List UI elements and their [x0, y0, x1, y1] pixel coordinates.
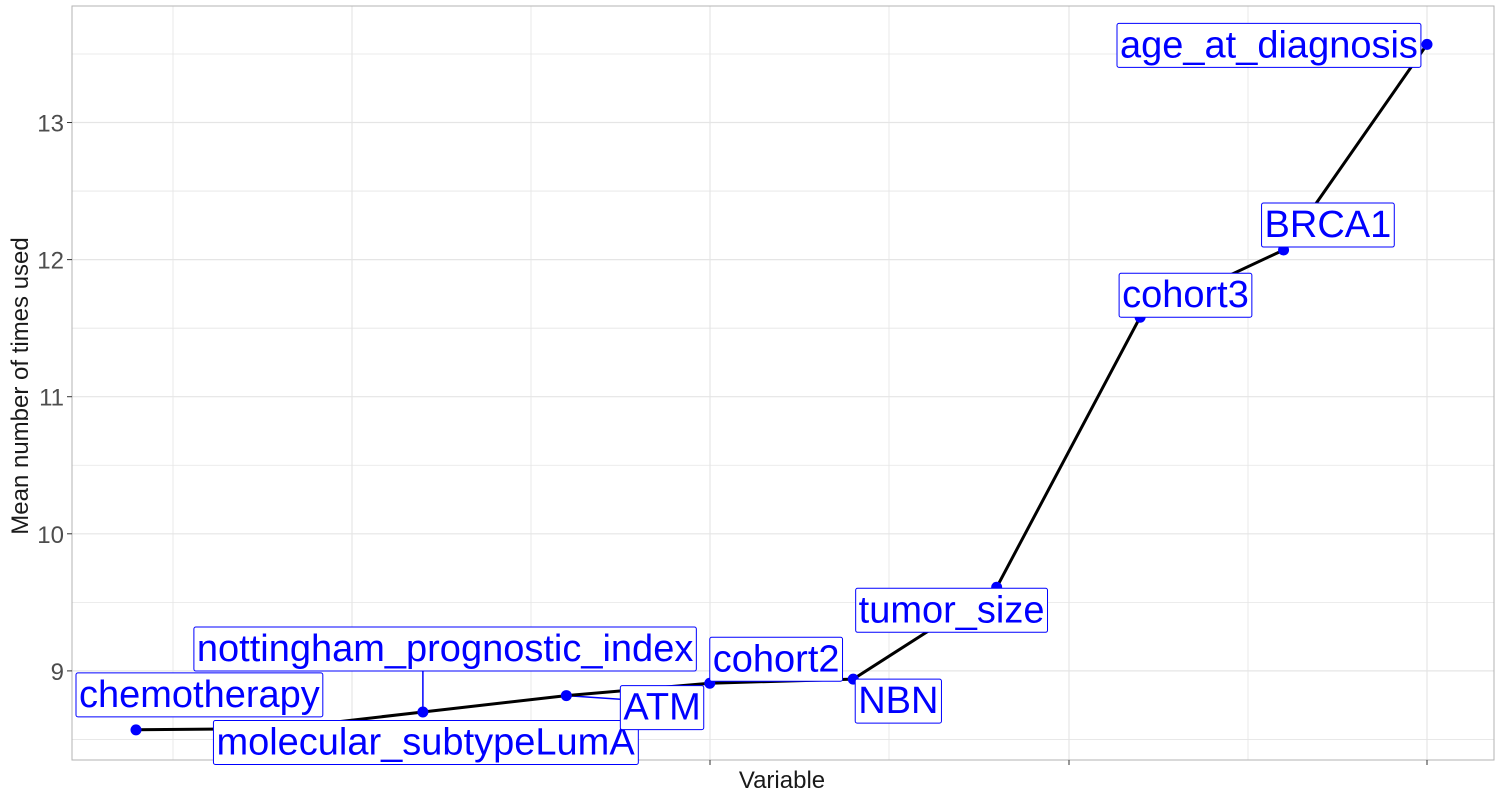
label-text: molecular_subtypeLumA: [216, 722, 635, 764]
y-tick-label: 11: [39, 385, 64, 412]
data-point: [130, 724, 142, 736]
label-box: [854, 678, 942, 724]
label-text: tumor_size: [859, 589, 1045, 631]
data-point: [560, 690, 572, 702]
label-box: [193, 626, 697, 672]
y-tick-label: 10: [37, 522, 64, 549]
point-labels: chemotherapy molecular_subtypeLumA notting…: [75, 22, 1422, 766]
point-label: molecular_subtypeLumA: [212, 720, 639, 766]
data-point: [1421, 38, 1433, 50]
panel-border: [71, 5, 1495, 761]
y-axis: 9 10 11 12 13: [37, 111, 72, 686]
label-box: [1116, 22, 1422, 68]
label-text: chemotherapy: [79, 674, 320, 716]
label-text: NBN: [858, 680, 938, 722]
label-text: age_at_diagnosis: [1120, 24, 1418, 66]
y-tick-label: 9: [51, 659, 64, 686]
minor-gridlines: [72, 6, 1494, 760]
label-box: [619, 685, 705, 731]
y-axis-title: Mean number of times used: [7, 237, 34, 534]
point-label: nottingham_prognostic_index: [193, 626, 697, 672]
label-box: [1118, 272, 1253, 318]
point-label: ATM: [619, 685, 705, 731]
label-box: [212, 720, 639, 766]
label-text: cohort3: [1122, 274, 1249, 316]
label-text: BRCA1: [1265, 204, 1392, 246]
point-label: BRCA1: [1261, 202, 1395, 248]
label-box: [1261, 202, 1395, 248]
label-text: cohort2: [713, 638, 840, 680]
point-label: cohort3: [1118, 272, 1253, 318]
label-text: nottingham_prognostic_index: [197, 628, 693, 670]
point-label: tumor_size: [855, 587, 1049, 633]
point-label: age_at_diagnosis: [1116, 22, 1422, 68]
label-box: [709, 636, 844, 682]
point-label: chemotherapy: [75, 672, 324, 718]
y-tick-label: 13: [37, 111, 64, 138]
data-point: [417, 706, 429, 718]
label-box: [855, 587, 1049, 633]
label-box: [75, 672, 324, 718]
point-label: cohort2: [709, 636, 844, 682]
point-label: NBN: [854, 678, 942, 724]
label-text: ATM: [623, 687, 700, 729]
y-tick-label: 12: [37, 248, 64, 275]
x-axis-title: Variable: [739, 767, 825, 794]
